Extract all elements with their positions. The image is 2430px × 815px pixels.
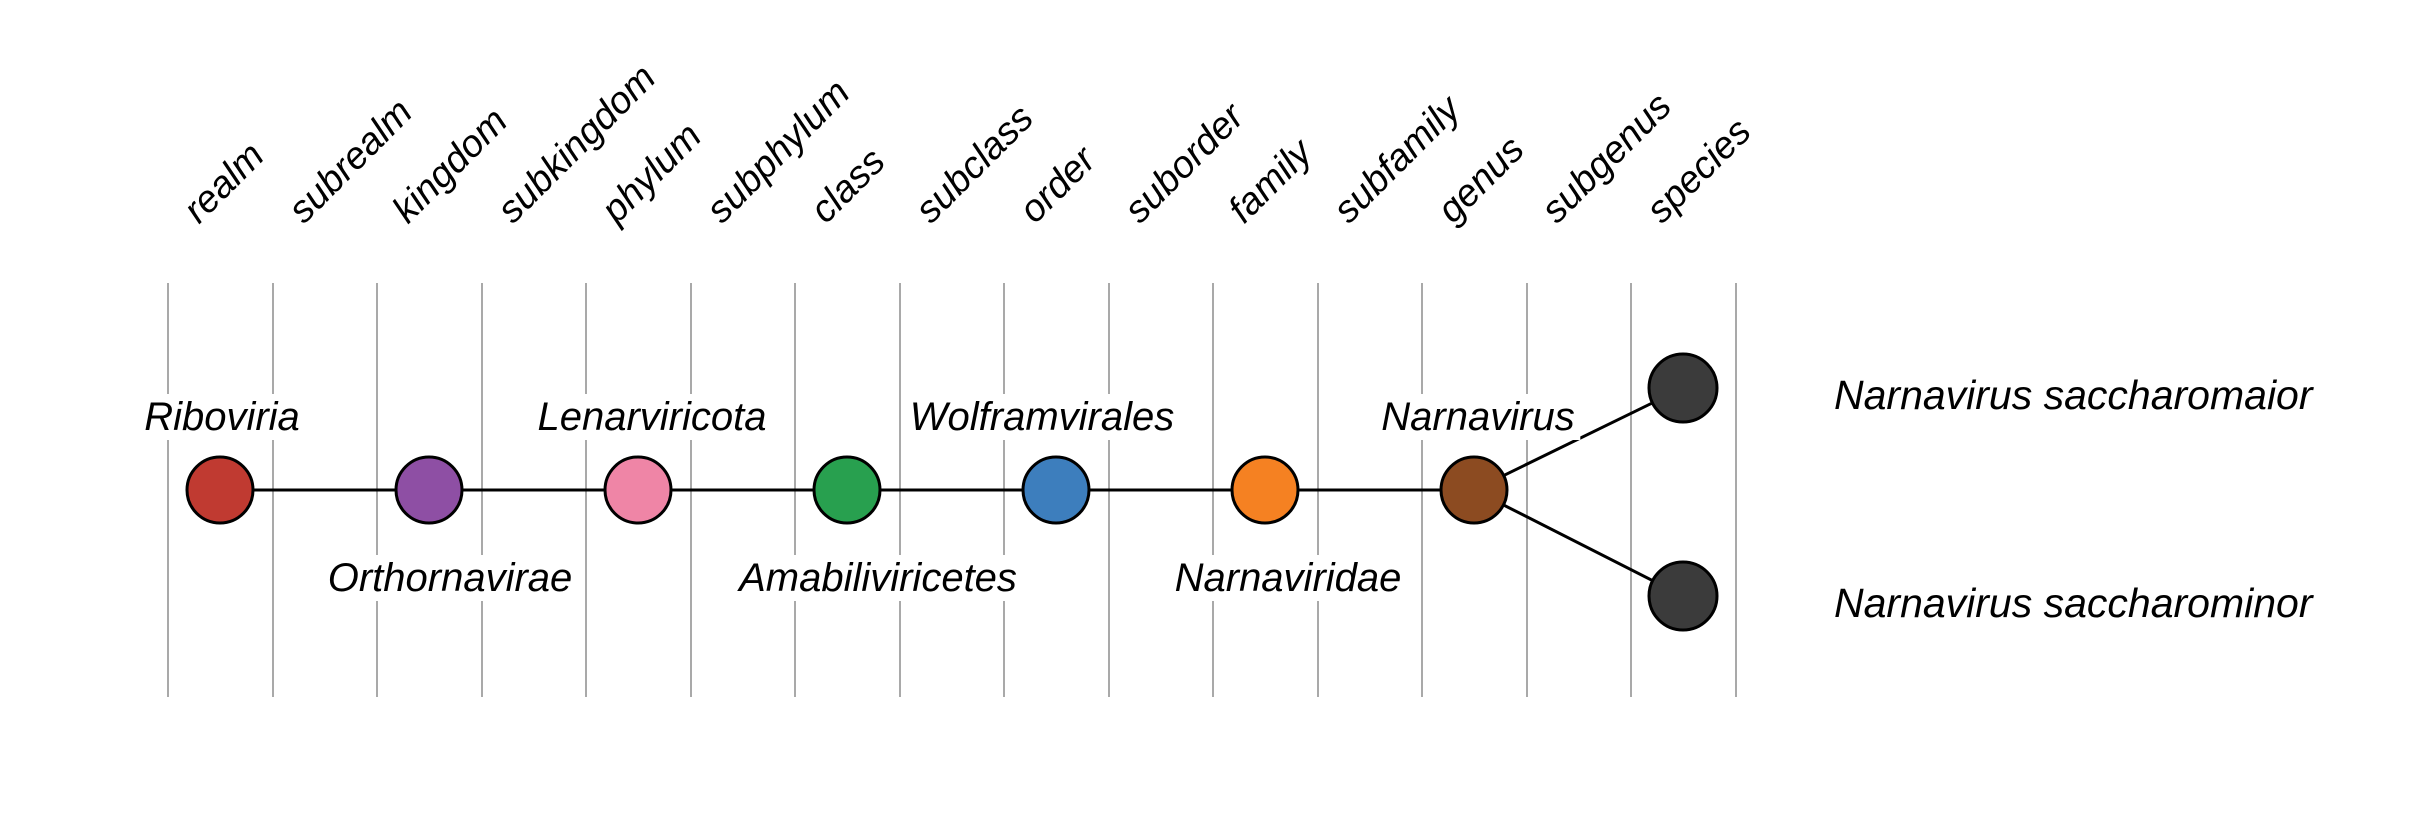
node-genus-narnavirus	[1439, 455, 1509, 525]
node-family-narnaviridae	[1230, 455, 1300, 525]
taxon-label-narnaviridae: Narnaviridae	[1168, 555, 1408, 601]
species-label-saccharominor: Narnavirus saccharominor	[1834, 580, 2313, 626]
taxon-label-riboviria: Riboviria	[138, 394, 306, 440]
taxon-label-narnavirus: Narnavirus	[1375, 394, 1581, 440]
taxon-label-wolframvirales: Wolframvirales	[903, 394, 1181, 440]
node-phylum-lenarviricota	[603, 455, 673, 525]
node-realm-riboviria	[185, 455, 255, 525]
taxon-label-orthornavirae: Orthornavirae	[321, 555, 579, 601]
taxon-label-amabiliviricetes: Amabiliviricetes	[733, 555, 1023, 601]
node-class-amabiliviricetes	[812, 455, 882, 525]
branch-to-saccharominor	[1473, 488, 1684, 598]
node-species-saccharominor	[1647, 560, 1719, 632]
node-species-saccharomaior	[1647, 352, 1719, 424]
node-order-wolframvirales	[1021, 455, 1091, 525]
node-kingdom-orthornavirae	[394, 455, 464, 525]
taxon-label-lenarviricota: Lenarviricota	[531, 394, 773, 440]
species-label-saccharomaior: Narnavirus saccharomaior	[1834, 372, 2313, 418]
